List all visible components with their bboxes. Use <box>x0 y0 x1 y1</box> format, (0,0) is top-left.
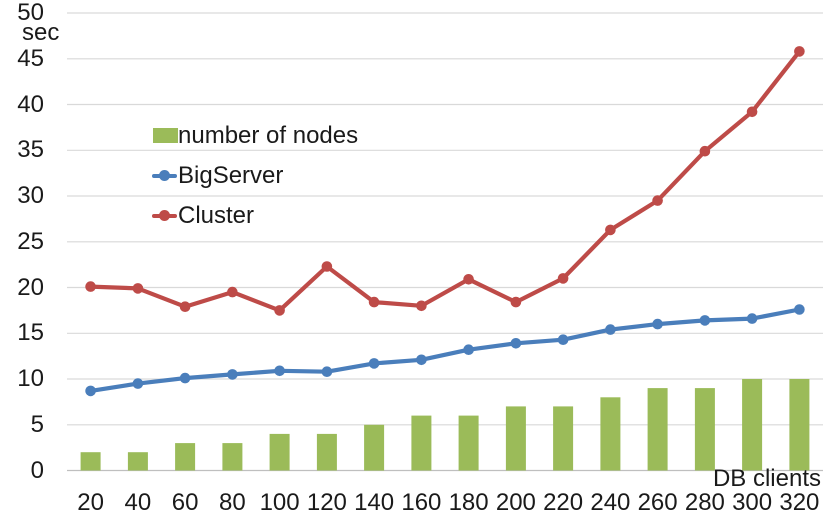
y-tick-label: 15 <box>17 319 44 347</box>
legend-item-number-of-nodes: number of nodes <box>152 121 358 151</box>
x-tick-label: 300 <box>732 489 773 516</box>
x-tick-label: 320 <box>779 489 820 516</box>
legend-label: BigServer <box>178 161 284 189</box>
legend-label: number of nodes <box>178 121 359 149</box>
y-axis-title: sec <box>22 19 60 46</box>
legend-label: Cluster <box>178 201 255 229</box>
x-tick-label: 20 <box>77 489 104 516</box>
x-tick-label: 220 <box>543 489 584 516</box>
y-tick-label: 40 <box>17 90 44 118</box>
y-tick-label: 35 <box>17 136 44 164</box>
x-tick-label: 260 <box>637 489 678 516</box>
x-tick-label: 120 <box>306 489 347 516</box>
y-tick-label: 25 <box>17 227 44 255</box>
y-tick-label: 45 <box>17 44 44 72</box>
y-tick-label: 50 <box>17 0 44 26</box>
y-tick-label: 0 <box>30 456 44 484</box>
line-marker-icon <box>152 208 178 223</box>
x-tick-label: 100 <box>259 489 300 516</box>
x-axis-title: DB clients <box>712 465 821 492</box>
line-marker-icon <box>152 168 178 183</box>
bar-swatch-icon <box>152 128 178 143</box>
x-tick-label: 140 <box>354 489 395 516</box>
legend-item-bigserver: BigServer <box>152 161 283 191</box>
x-tick-label: 180 <box>448 489 489 516</box>
legend-item-cluster: Cluster <box>152 201 254 231</box>
x-tick-label: 40 <box>124 489 152 516</box>
x-tick-label: 240 <box>590 489 631 516</box>
x-tick-label: 80 <box>219 489 246 516</box>
y-tick-label: 30 <box>17 182 44 209</box>
y-tick-label: 10 <box>17 365 44 392</box>
y-tick-label: 5 <box>30 410 44 438</box>
y-tick-label: 20 <box>17 273 44 301</box>
x-tick-label: 160 <box>401 489 442 516</box>
x-tick-label: 60 <box>171 489 199 516</box>
x-tick-label: 280 <box>684 489 725 516</box>
x-tick-label: 200 <box>495 489 536 516</box>
